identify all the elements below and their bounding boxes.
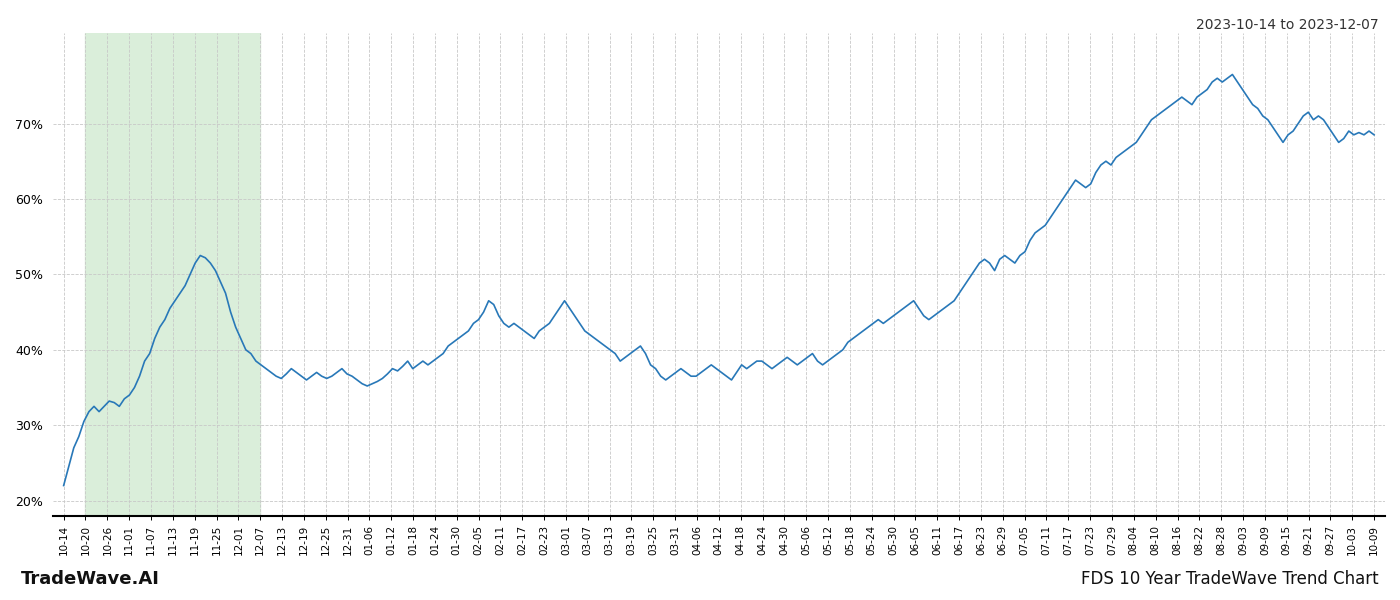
Text: 2023-10-14 to 2023-12-07: 2023-10-14 to 2023-12-07 [1197, 18, 1379, 32]
Text: TradeWave.AI: TradeWave.AI [21, 570, 160, 588]
Bar [85, 33, 260, 516]
Text: FDS 10 Year TradeWave Trend Chart: FDS 10 Year TradeWave Trend Chart [1081, 570, 1379, 588]
